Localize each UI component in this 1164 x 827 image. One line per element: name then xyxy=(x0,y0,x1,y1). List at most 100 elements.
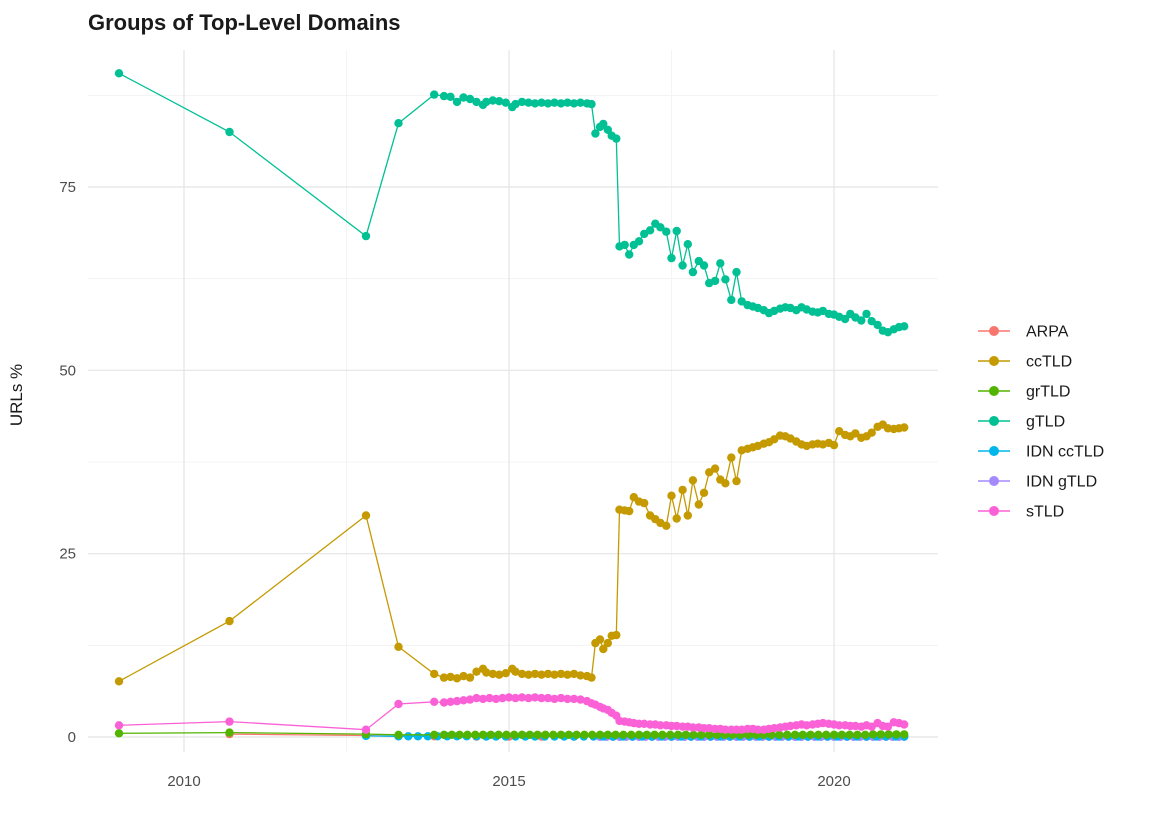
data-point-stld xyxy=(439,698,449,707)
data-point-cctld xyxy=(900,423,909,432)
data-point-grtld xyxy=(580,730,589,739)
legend-item-stld: sTLD xyxy=(978,504,1064,521)
legend-label: ARPA xyxy=(1026,324,1069,341)
data-point-stld xyxy=(478,694,488,704)
data-point-grtld xyxy=(845,730,854,739)
legend-label: grTLD xyxy=(1026,384,1070,401)
data-point-gtld xyxy=(672,226,681,236)
data-point-stld xyxy=(485,693,494,703)
y-axis-title: URLs % xyxy=(7,364,26,426)
data-point-cctld xyxy=(524,670,533,679)
legend: ARPA ccTLD grTLD gTLD IDN ccTLD IDN gTLD sTLD xyxy=(978,324,1104,521)
data-point-grtld xyxy=(806,730,815,739)
data-point-cctld xyxy=(678,485,687,495)
data-point-grtld xyxy=(603,730,612,739)
data-point-grtld xyxy=(681,730,690,739)
data-point-gtld xyxy=(488,96,497,105)
data-point-grtld xyxy=(853,730,862,739)
data-point-cctld xyxy=(563,670,572,679)
data-point-grtld xyxy=(861,730,870,739)
data-point-stld xyxy=(883,722,893,731)
data-point-cctld xyxy=(361,511,371,520)
data-point-gtld xyxy=(732,267,741,277)
data-point-stld xyxy=(361,725,371,734)
data-point-gtld xyxy=(840,314,850,324)
data-point-grtld xyxy=(588,730,597,739)
data-point-grtld xyxy=(705,730,714,739)
data-point-gtld xyxy=(656,223,665,232)
data-point-grtld xyxy=(564,730,573,739)
x-tick-label: 2010 xyxy=(167,773,200,790)
series-grtld xyxy=(114,728,909,739)
data-point-grtld xyxy=(900,730,909,739)
data-point-gtld xyxy=(482,97,491,107)
legend-item-idn-gtld: IDN gTLD xyxy=(978,474,1097,491)
data-point-stld xyxy=(721,725,730,734)
data-point-grtld xyxy=(775,730,784,739)
data-point-gtld xyxy=(683,240,692,249)
data-point-gtld xyxy=(688,267,698,277)
data-point-stld xyxy=(459,696,468,705)
data-point-cctld xyxy=(430,669,439,679)
data-point-cctld xyxy=(482,668,491,677)
data-point-grtld xyxy=(471,730,480,739)
data-point-grtld xyxy=(673,730,683,739)
data-point-grtld xyxy=(689,730,698,739)
data-point-cctld xyxy=(225,616,234,626)
data-point-gtld xyxy=(225,127,234,137)
data-point-gtld xyxy=(430,90,439,99)
data-point-grtld xyxy=(790,730,800,739)
data-point-gtld xyxy=(591,129,600,138)
data-point-cctld xyxy=(465,673,475,682)
data-point-stld xyxy=(569,694,579,704)
legend-key-dot xyxy=(989,386,999,396)
data-point-cctld xyxy=(488,669,497,679)
data-point-grtld xyxy=(595,730,605,739)
data-point-cctld xyxy=(694,500,703,509)
data-point-gtld xyxy=(543,99,553,108)
data-point-grtld xyxy=(463,730,472,739)
data-point-cctld xyxy=(595,635,605,644)
data-point-stld xyxy=(491,694,501,704)
data-point-cctld xyxy=(640,498,649,508)
data-point-stld xyxy=(753,725,763,734)
data-point-cctld xyxy=(446,672,455,682)
x-tick-label: 2020 xyxy=(817,773,850,790)
y-tick-label: 50 xyxy=(59,362,76,379)
data-point-grtld xyxy=(619,730,628,739)
data-point-grtld xyxy=(502,730,511,739)
data-point-stld xyxy=(452,696,462,706)
data-point-gtld xyxy=(465,94,475,104)
data-point-stld xyxy=(576,695,585,704)
data-point-gtld xyxy=(550,98,559,107)
data-point-stld xyxy=(563,694,572,704)
data-point-grtld xyxy=(829,730,839,739)
legend-label: ccTLD xyxy=(1026,354,1072,371)
data-point-gtld xyxy=(524,98,533,107)
data-point-cctld xyxy=(612,630,621,640)
data-point-grtld xyxy=(533,730,542,739)
data-point-cctld xyxy=(603,638,612,648)
legend-item-idn-cctld: IDN ccTLD xyxy=(978,444,1104,461)
data-point-gtld xyxy=(678,261,687,270)
data-point-gtld xyxy=(530,99,540,108)
data-point-grtld xyxy=(541,730,550,739)
data-point-cctld xyxy=(599,644,608,654)
data-point-cctld xyxy=(662,521,671,530)
data-point-gtld xyxy=(634,237,644,246)
data-point-grtld xyxy=(611,730,620,739)
data-point-grtld xyxy=(510,730,519,739)
series-layer xyxy=(114,69,909,741)
data-point-cctld xyxy=(472,667,481,676)
data-point-gtld xyxy=(873,320,882,330)
data-point-stld xyxy=(225,717,234,726)
data-point-cctld xyxy=(672,514,681,523)
data-point-stld xyxy=(543,693,553,703)
data-point-stld xyxy=(498,693,507,703)
data-point-stld xyxy=(900,720,909,729)
legend-key-dot xyxy=(989,476,999,486)
data-point-stld xyxy=(537,693,546,703)
data-point-grtld xyxy=(225,728,234,737)
data-point-grtld xyxy=(650,730,659,739)
